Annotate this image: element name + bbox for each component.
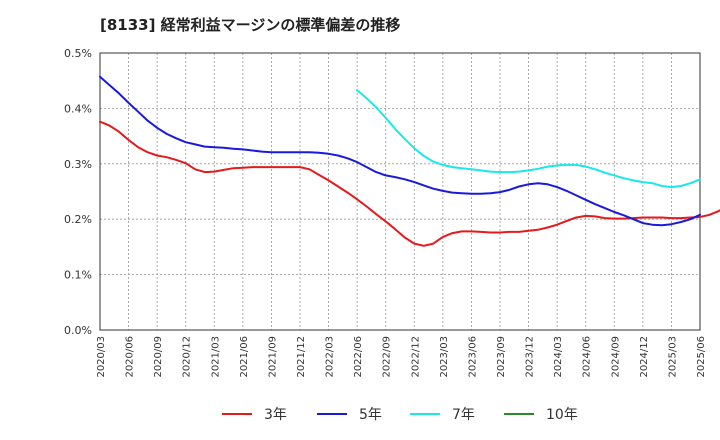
x-tick-label: 2025/03 [667,336,678,378]
plot-area-border [99,52,701,331]
chart-title: [8133] 経常利益マージンの標準偏差の推移 [100,16,401,34]
y-tick-label: 0.3% [64,158,92,171]
x-tick-label: 2024/09 [610,336,621,378]
x-tick-label: 2020/09 [153,336,164,378]
legend-label: 5年 [359,407,382,423]
x-tick-label: 2023/06 [467,336,478,378]
y-tick-label: 0.1% [64,269,92,282]
x-tick-label: 2021/06 [239,336,250,378]
series-line-1 [99,120,720,247]
y-tick-label: 0.0% [64,324,92,337]
grid-layer [99,52,701,331]
y-tick-label: 0.2% [64,213,92,226]
x-tick-label: 2020/03 [96,336,107,378]
legend-label: 7年 [452,407,475,423]
y-tick-label: 0.4% [64,102,92,115]
legend: 3年 5年 7年 10年 [222,407,578,423]
x-tick-label: 2024/06 [582,336,593,378]
x-tick-label: 2023/09 [496,336,507,378]
x-tick-label: 2021/12 [296,336,307,378]
x-tick-label: 2020/06 [125,336,136,378]
series-layer [99,75,720,247]
axis-layer: 0.0% 0.1% 0.2% 0.3% 0.4% 0.5% 2020/03 2020/06 20… [64,47,707,378]
x-tick-label: 2025/06 [696,336,707,378]
x-tick-label: 2023/03 [439,336,450,378]
x-tick-label: 2022/03 [325,336,336,378]
series-line-2 [99,75,701,227]
series-line-3 [356,89,701,189]
x-tick-label: 2021/09 [267,336,278,378]
legend-label: 3年 [264,407,287,423]
x-tick-label: 2022/12 [410,336,421,378]
x-tick-label: 2021/03 [210,336,221,378]
x-tick-label: 2020/12 [182,336,193,378]
x-tick-label: 2022/09 [382,336,393,378]
y-tick-label: 0.5% [64,47,92,60]
x-tick-label: 2024/03 [553,336,564,378]
legend-label: 10年 [546,407,578,423]
x-tick-label: 2023/12 [525,336,536,378]
x-tick-label: 2022/06 [353,336,364,378]
x-tick-label: 2024/12 [639,336,650,378]
